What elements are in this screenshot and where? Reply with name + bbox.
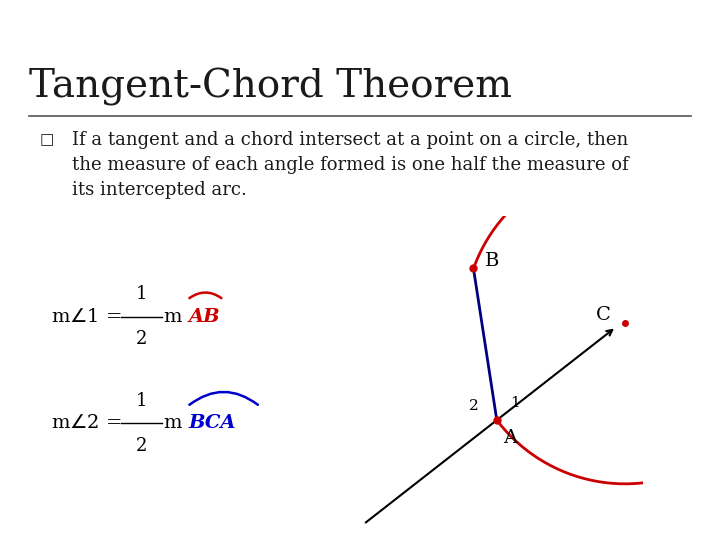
Text: 2: 2 xyxy=(135,437,147,455)
Text: m$\angle$1 =: m$\angle$1 = xyxy=(51,308,124,326)
Text: If a tangent and a chord intersect at a point on a circle, then
the measure of e: If a tangent and a chord intersect at a … xyxy=(72,131,629,199)
Text: 2: 2 xyxy=(135,330,147,348)
Text: □: □ xyxy=(40,132,54,147)
Text: C: C xyxy=(596,306,611,324)
Text: 1: 1 xyxy=(135,392,147,410)
Text: AB: AB xyxy=(189,308,220,326)
Text: m: m xyxy=(163,308,182,326)
Text: m: m xyxy=(163,414,182,433)
Text: 1: 1 xyxy=(510,396,520,410)
Text: 2: 2 xyxy=(469,399,479,413)
Text: B: B xyxy=(485,252,500,269)
Text: 1: 1 xyxy=(135,285,147,303)
Text: m$\angle$2 =: m$\angle$2 = xyxy=(51,414,124,433)
Text: A: A xyxy=(503,429,517,448)
Text: Tangent-Chord Theorem: Tangent-Chord Theorem xyxy=(29,68,512,105)
Text: BCA: BCA xyxy=(189,414,236,433)
